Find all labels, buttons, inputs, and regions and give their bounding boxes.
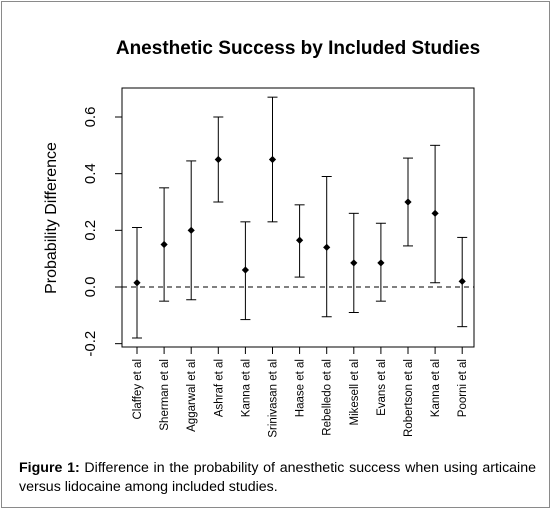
- errorbar: [213, 116, 224, 203]
- errorbar: [403, 157, 413, 247]
- y-tick-label: 0.0: [82, 277, 99, 298]
- point-estimate: [214, 155, 222, 164]
- point-estimate: [431, 209, 439, 217]
- x-category-label: Claffey et al: [132, 359, 144, 420]
- figure-caption: Figure 1: Difference in the probability …: [19, 459, 536, 497]
- y-tick-label: 0.2: [82, 220, 99, 241]
- point-estimate: [458, 277, 466, 285]
- errorbar: [267, 96, 278, 223]
- caption-text: Difference in the probability of anesthe…: [19, 460, 536, 495]
- x-category-label: Sherman et al: [159, 359, 171, 431]
- x-category-label: Aggarwal et al: [186, 359, 198, 432]
- x-category-label: Kanna et al: [240, 359, 252, 417]
- errorbar: [186, 160, 197, 301]
- x-category-label: Robertson et al: [403, 359, 415, 437]
- point-estimate: [160, 240, 168, 249]
- point-estimate: [296, 236, 304, 244]
- y-tick-label: 0.6: [82, 107, 99, 128]
- errorbar: [348, 212, 359, 313]
- chart-title: Anesthetic Success by Included Studies: [116, 38, 480, 59]
- y-axis-label: Probability Difference: [43, 142, 60, 294]
- chart: Anesthetic Success by Included Studies -…: [43, 38, 480, 438]
- errorbar: [132, 227, 142, 339]
- point-estimate: [350, 259, 358, 267]
- errorbar: [240, 221, 251, 321]
- x-category-label: Srinivasan et al: [268, 359, 280, 438]
- errorbar: [321, 176, 332, 318]
- x-category-label: Haase et al: [295, 359, 307, 417]
- errorbar: [294, 204, 305, 278]
- x-category-label: Rebelledo et al: [322, 359, 334, 436]
- point-estimate: [187, 226, 195, 234]
- y-axis: -0.2 0.0 0.2 0.4 0.6: [82, 107, 122, 357]
- point-estimate: [323, 243, 331, 251]
- caption-label: Figure 1:: [19, 460, 80, 476]
- point-estimate: [268, 155, 277, 164]
- x-category-label: Ashraf et al: [213, 359, 225, 417]
- point-estimate: [133, 279, 141, 287]
- errorbar: [375, 222, 386, 302]
- plot-area: [121, 87, 475, 348]
- x-category-label: Evans et al: [376, 359, 388, 416]
- y-tick-label: -0.2: [82, 331, 99, 357]
- x-category-label: Poorni et al: [457, 359, 469, 417]
- x-category-label: Kanna et al: [430, 359, 442, 417]
- point-estimate: [241, 266, 249, 274]
- x-axis: Claffey et al Sherman et al Aggarwal et al…: [132, 347, 469, 438]
- errorbar: [159, 187, 170, 302]
- errorbar-series: [132, 96, 468, 339]
- point-estimate: [377, 259, 385, 267]
- y-tick-label: 0.4: [82, 163, 99, 184]
- point-estimate: [404, 198, 412, 206]
- errorbar: [457, 236, 468, 328]
- errorbar: [430, 144, 441, 284]
- x-category-label: Mikesell et al: [349, 359, 361, 425]
